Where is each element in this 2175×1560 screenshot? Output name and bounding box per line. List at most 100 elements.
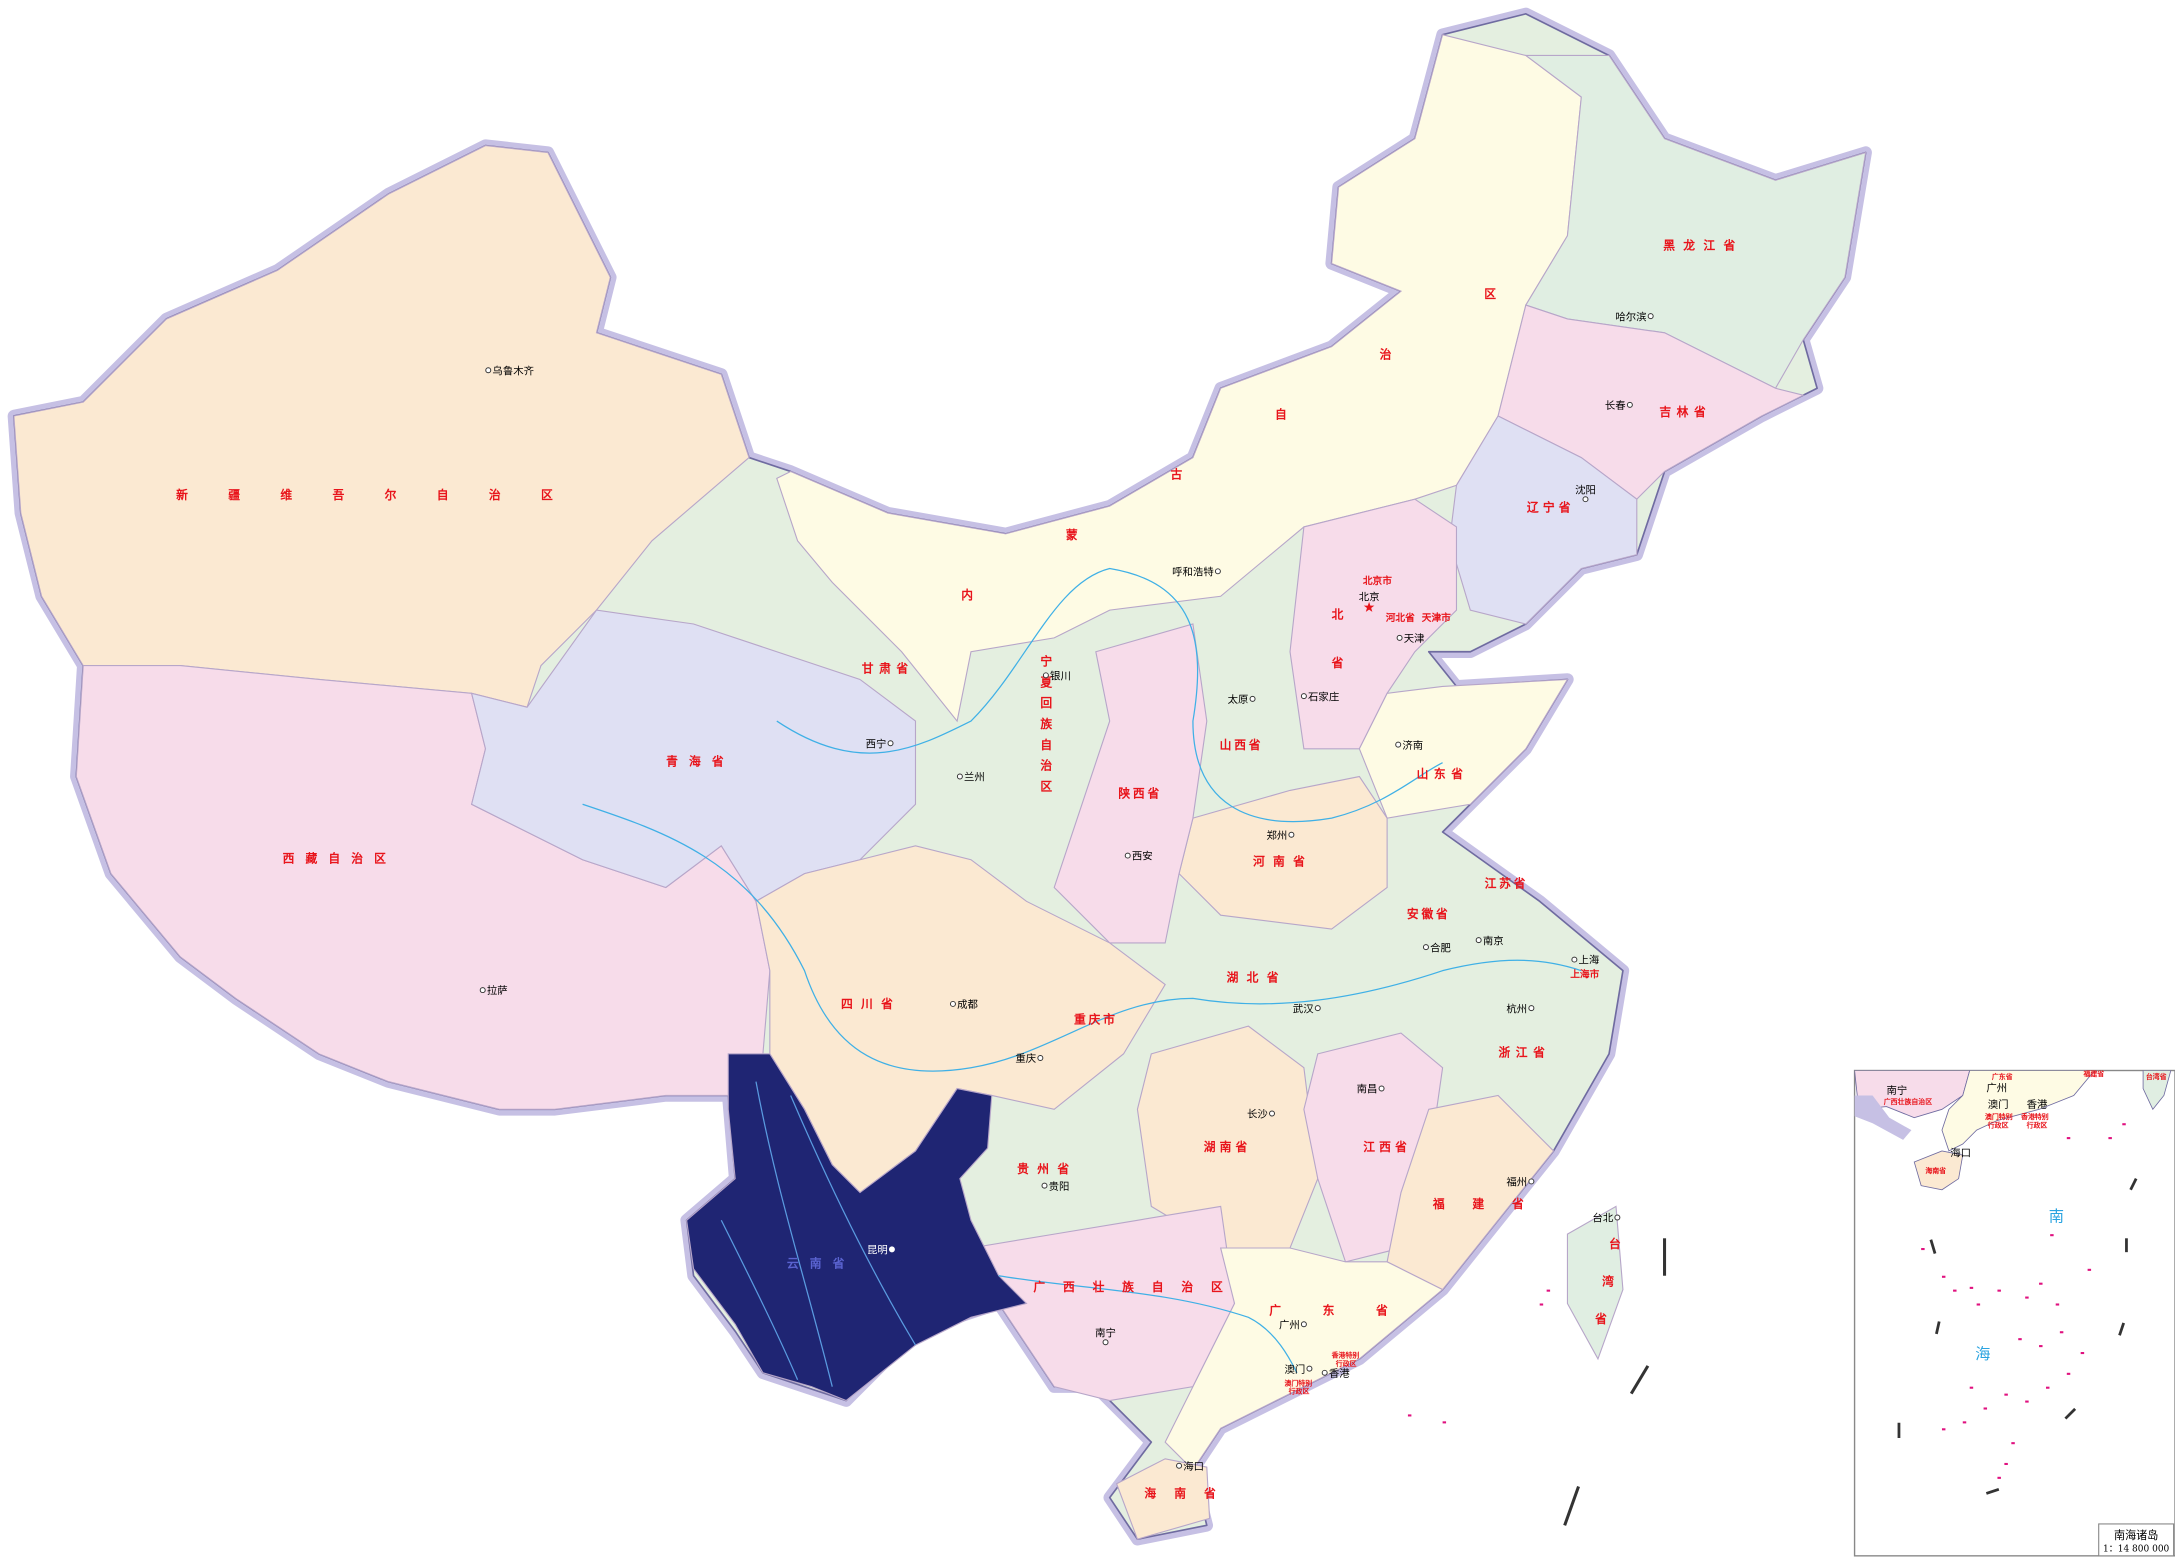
island-mark: [2039, 1282, 2043, 1285]
city-marker-icon: [1042, 672, 1049, 679]
region-guangdong[interactable]: [1164, 1247, 1444, 1471]
label-macau-sar: 澳门特别: [1284, 1378, 1312, 1387]
city-name: 成都: [957, 999, 978, 1011]
city-marker-icon: [1582, 496, 1589, 503]
label-char: 海: [1144, 1487, 1156, 1501]
island-mark: [1997, 1289, 2001, 1292]
island-mark: [2059, 1331, 2064, 1334]
city-shanghai: 上海: [1571, 954, 1599, 967]
city-marker-icon: [1214, 568, 1221, 575]
city-hefei: 合肥: [1422, 941, 1451, 954]
city-haikou: 海口: [1176, 1460, 1204, 1473]
city-guiyang: 贵阳: [1041, 1180, 1069, 1193]
city-shijiazhuang: 石家庄: [1300, 690, 1339, 703]
city-marker-icon: [949, 1000, 956, 1007]
region-shaanxi[interactable]: [1053, 623, 1208, 944]
city-marker-icon: [1306, 1365, 1313, 1372]
region-shandong[interactable]: [1358, 678, 1569, 819]
pearl-river: [998, 1275, 1298, 1374]
city-marker-icon: [1288, 831, 1295, 838]
inset-macau-sar-2: 行政区: [1987, 1120, 2009, 1129]
rivers: [582, 567, 1582, 1387]
region-hebei[interactable]: [1289, 498, 1458, 750]
region-yunnan-highlighted[interactable]: [686, 1053, 1028, 1402]
region-heilongjiang[interactable]: [1524, 54, 1867, 389]
city-name: 重庆: [1015, 1052, 1036, 1065]
island-mark: [1407, 1414, 1412, 1417]
inset-nanning: 南宁: [1886, 1084, 1907, 1097]
label-fujian: 福建省: [1432, 1197, 1524, 1211]
label-taiwan: 台湾省: [1594, 1237, 1621, 1326]
label-char: 古: [1170, 468, 1182, 482]
city-chengdu: 成都: [949, 999, 978, 1011]
island-mark: [2066, 1372, 2071, 1375]
label-char: 族: [1122, 1280, 1134, 1294]
label-char: 省: [1203, 1487, 1216, 1501]
city-marker-icon: [1269, 1110, 1275, 1117]
label-hk-sar: 香港特别: [1331, 1351, 1360, 1360]
city-marker-icon: [1314, 1005, 1321, 1012]
island-mark: [2025, 1400, 2029, 1403]
city-name: 哈尔滨: [1615, 310, 1646, 323]
city-marker-icon: [1475, 937, 1482, 944]
label-char: 区: [541, 488, 553, 502]
province-labels: 新疆维吾尔自治区 西藏自治区 青海省 甘肃省 内蒙古自治区 黑龙江省 吉林省 辽…: [176, 239, 1735, 1501]
city-name: 南京: [1483, 934, 1504, 947]
label-guizhou: 贵州省: [1017, 1162, 1077, 1176]
city-marker-icon: [1396, 634, 1403, 641]
region-hunan[interactable]: [1136, 1025, 1319, 1249]
city-name: 兰州: [964, 771, 985, 784]
label-char: 族: [1040, 717, 1052, 731]
region-hainan[interactable]: [1115, 1458, 1211, 1540]
dash-segment: [1985, 1487, 2000, 1495]
city-name: 合肥: [1430, 941, 1451, 954]
island-mark: [1997, 1476, 2001, 1479]
label-char: 自: [1275, 407, 1287, 421]
island-mark: [1442, 1421, 1447, 1424]
city-name: 南昌: [1357, 1083, 1378, 1096]
label-hunan: 湖南省: [1204, 1140, 1252, 1154]
city-name: 昆明: [867, 1245, 888, 1257]
inset-guangdong: [1941, 1070, 2096, 1152]
region-henan[interactable]: [1178, 775, 1388, 930]
city-hangzhou: 杭州: [1506, 1002, 1535, 1015]
city-taipei: 台北: [1592, 1212, 1621, 1225]
city-marker-icon: [1037, 1055, 1044, 1062]
dash-segment: [2129, 1178, 2138, 1191]
inset-scale: 1：14 800 000: [2103, 1545, 2170, 1555]
inset-legend-box: [2098, 1523, 2175, 1557]
label-char: 维: [280, 488, 292, 502]
inset-halo: [1854, 1095, 1912, 1140]
region-taiwan[interactable]: [1566, 1205, 1624, 1361]
label-zhejiang: 浙江省: [1498, 1046, 1550, 1060]
city-name: 广州: [1279, 1319, 1300, 1331]
label-chongqing: 重庆市: [1074, 1012, 1118, 1026]
city-marker-icon: [1395, 741, 1402, 748]
island-mark: [2039, 1345, 2043, 1348]
city-zhengzhou: 郑州: [1266, 829, 1295, 842]
label-shaanxi: 陕西省: [1118, 786, 1162, 800]
city-marker-icon: [1249, 695, 1256, 702]
city-marker-icon: [1528, 1005, 1535, 1012]
label-char: 南: [1174, 1487, 1186, 1501]
city-name: 西安: [1132, 850, 1153, 863]
city-name: 银川: [1050, 669, 1071, 682]
label-char: 自: [1040, 738, 1052, 752]
inset-macau: 澳门: [1988, 1098, 2009, 1111]
dash-segment: [1629, 1365, 1650, 1395]
label-char: 广: [1033, 1280, 1045, 1294]
city-changsha: 长沙: [1247, 1109, 1275, 1121]
label-shanghai-municipality: 上海市: [1570, 968, 1599, 981]
city-marker-icon: [1422, 944, 1429, 951]
city-marker-icon: [1124, 852, 1131, 859]
city-nanchang: 南昌: [1357, 1083, 1385, 1096]
label-jilin: 吉林省: [1659, 405, 1711, 419]
island-mark: [2018, 1338, 2022, 1341]
city-name: 拉萨: [487, 984, 508, 997]
label-char: 广: [1269, 1304, 1281, 1318]
island-mark: [1953, 1289, 1957, 1292]
region-liaoning[interactable]: [1448, 415, 1638, 625]
region-fujian[interactable]: [1386, 1094, 1555, 1291]
island-mark: [1962, 1421, 1967, 1424]
label-sichuan: 四川省: [841, 997, 901, 1011]
